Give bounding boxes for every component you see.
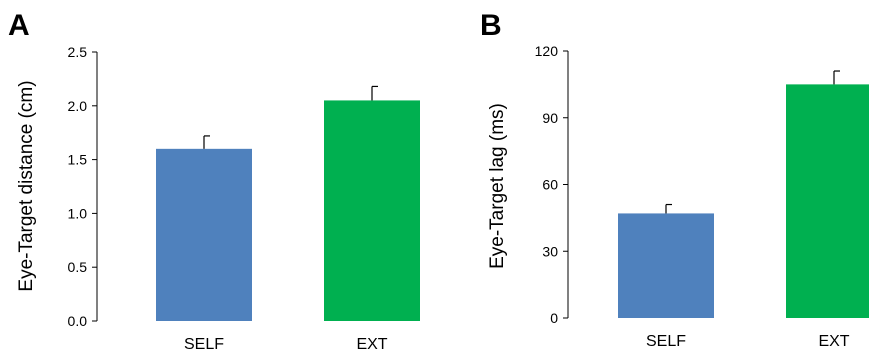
bar-b-self bbox=[618, 213, 714, 318]
y-tick-label-a-3: 1.5 bbox=[68, 152, 88, 168]
panel-letter-b: B bbox=[480, 9, 502, 42]
panel-a: A Eye-Target distance (cm) 0.0 0.5 1.0 1.5 2… bbox=[8, 9, 420, 353]
y-tick-label-a-4: 2.0 bbox=[68, 98, 88, 114]
y-tick-label-a-0: 0.0 bbox=[68, 313, 88, 329]
y-tick-label-b-3: 90 bbox=[542, 110, 558, 126]
panel-letter-a: A bbox=[8, 9, 30, 42]
y-tick-label-b-4: 120 bbox=[535, 43, 559, 59]
y-tick-label-a-1: 0.5 bbox=[68, 259, 88, 275]
bar-a-ext bbox=[324, 100, 420, 321]
y-axis-label-b: Eye-Target lag (ms) bbox=[487, 103, 508, 269]
category-label-a-self: SELF bbox=[184, 336, 224, 353]
bar-a-self bbox=[156, 148, 252, 321]
category-label-b-ext: EXT bbox=[818, 333, 849, 350]
y-tick-label-b-1: 30 bbox=[542, 243, 558, 259]
y-tick-label-a-2: 1.0 bbox=[68, 205, 88, 221]
category-label-a-ext: EXT bbox=[356, 336, 387, 353]
bar-b-ext bbox=[786, 84, 869, 318]
category-label-b-self: SELF bbox=[646, 333, 686, 350]
y-tick-label-a-5: 2.5 bbox=[68, 44, 88, 60]
y-tick-label-b-0: 0 bbox=[550, 310, 558, 326]
y-axis-label-a: Eye-Target distance (cm) bbox=[16, 80, 37, 291]
y-tick-label-b-2: 60 bbox=[542, 177, 558, 193]
panel-b: B Eye-Target lag (ms) 0 30 60 90 120 SELF EXT bbox=[480, 9, 869, 350]
